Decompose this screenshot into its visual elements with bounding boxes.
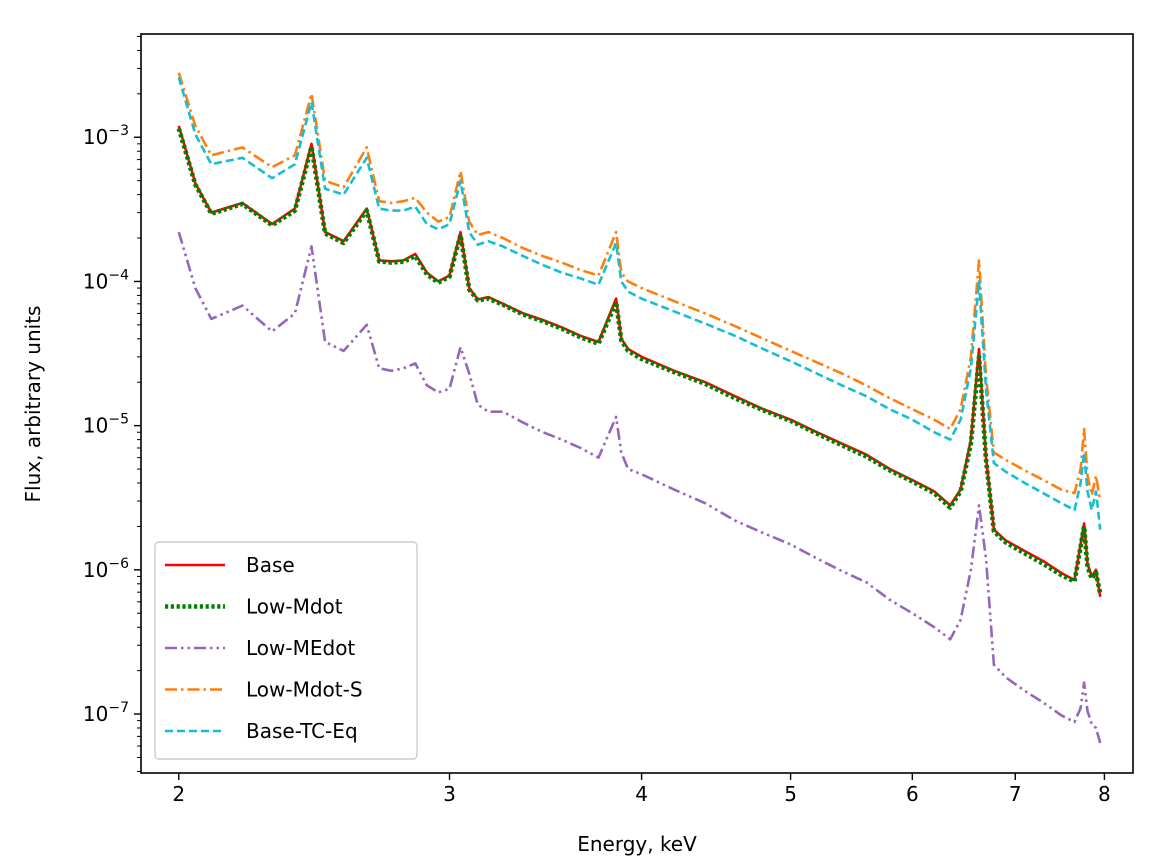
series-line-low-mdot-s [177,72,1102,502]
x-tick-label: 7 [1009,782,1022,806]
x-axis-label: Energy, keV [577,832,697,856]
legend-label: Low-MEdot [246,636,355,660]
legend-label: Base [246,553,295,577]
x-tick-label: 6 [906,782,919,806]
y-tick-label: 10−7 [83,700,129,726]
y-tick-label: 10−5 [83,412,129,438]
y-axis-ticks: 10−7 10−6 10−5 10−4 10−3 [83,35,141,772]
legend-box [154,541,418,760]
legend-label: Low-Mdot-S [246,678,363,702]
y-tick-label: 10−3 [83,123,129,149]
x-tick-label: 8 [1098,782,1111,806]
x-tick-label: 5 [784,782,797,806]
plot-frame [140,33,1134,774]
y-tick-label: 10−4 [83,267,129,293]
y-tick-label: 10−6 [83,556,129,582]
series-line-low-medot [177,231,1102,744]
legend-label: Low-Mdot [246,595,343,619]
x-tick-label: 2 [172,782,185,806]
y-axis-label: Flux, arbitrary units [21,306,45,503]
x-tick-label: 4 [635,782,648,806]
x-tick-label: 3 [443,782,456,806]
legend-label: Base-TC-Eq [246,719,358,743]
legend: Base Low-Mdot Low-MEdot Low-Mdot-S Base-TC-E… [154,541,418,760]
series-line-low-mdot [176,127,1103,595]
x-axis-ticks: 2 3 4 5 6 7 8 [172,773,1111,806]
plot-lines [176,72,1103,744]
series-line-base-tc-eq [177,77,1102,530]
